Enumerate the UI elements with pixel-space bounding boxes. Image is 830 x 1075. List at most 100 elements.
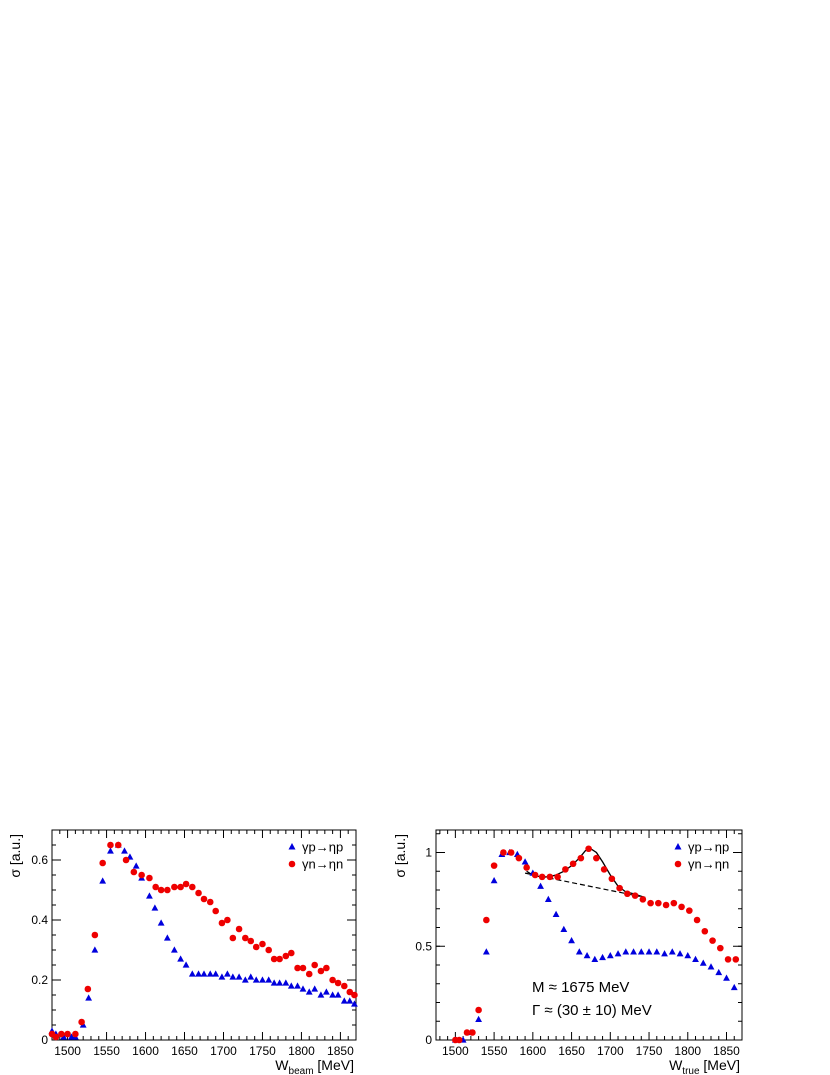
data-point-triangle — [475, 1015, 483, 1022]
data-point-triangle — [676, 950, 684, 957]
legend-label: γp→ηp — [302, 840, 343, 855]
data-point-circle — [282, 952, 290, 960]
data-point-triangle — [552, 910, 560, 917]
data-point-circle — [107, 841, 114, 849]
data-point-circle — [164, 886, 171, 894]
chart-panel-left: 1500 1550 1600 1650 1700 1750 1800 1850 0 0.2 0.4 0… — [7, 829, 358, 1075]
data-point-triangle — [637, 948, 645, 955]
data-point-triangle — [282, 979, 290, 986]
legend-marker-circle — [674, 860, 682, 868]
y-axis-label: σ [a.u.] — [392, 834, 408, 878]
x-axis-label: Wbeam [MeV] — [275, 1057, 354, 1075]
data-point-circle — [631, 892, 639, 899]
data-point-circle — [329, 976, 336, 984]
x-tick-label: 1550 — [93, 1044, 120, 1058]
data-point-triangle — [206, 970, 214, 977]
data-point-circle — [72, 1030, 79, 1038]
data-point-triangle — [177, 955, 185, 962]
data-point-triangle — [265, 976, 273, 983]
fit-curve — [526, 848, 646, 899]
data-point-circle — [538, 873, 546, 881]
data-point-circle — [146, 874, 153, 882]
data-point-circle — [569, 860, 577, 868]
y-tick-label: 0.5 — [415, 939, 432, 953]
x-tick-label: 1750 — [249, 1044, 276, 1058]
data-point-triangle — [241, 976, 249, 983]
y-tick-label: 1 — [425, 846, 432, 860]
data-point-triangle — [482, 948, 490, 955]
data-point-triangle — [723, 974, 730, 981]
data-point-circle — [334, 979, 342, 987]
data-point-triangle — [668, 948, 676, 955]
data-point-triangle — [329, 991, 337, 998]
data-point-circle — [341, 982, 348, 990]
data-point-circle — [600, 866, 608, 873]
data-point-circle — [670, 899, 678, 907]
data-point-triangle — [287, 982, 295, 989]
data-point-circle — [157, 886, 165, 894]
data-point-circle — [639, 896, 647, 903]
data-point-circle — [235, 925, 243, 933]
data-point-triangle — [60, 1033, 68, 1040]
data-point-triangle — [653, 948, 661, 955]
data-point-triangle — [132, 862, 140, 869]
legend-marker-triangle — [288, 843, 296, 850]
data-point-circle — [709, 937, 716, 944]
data-point-triangle — [259, 976, 266, 983]
data-point-circle — [693, 916, 701, 924]
data-point-circle — [616, 884, 623, 892]
data-point-circle — [317, 967, 325, 975]
annotation-text: M ≈ 1675 MeV — [532, 979, 629, 996]
data-point-triangle — [322, 988, 330, 995]
data-point-circle — [200, 895, 208, 903]
data-point-circle — [323, 964, 330, 972]
data-point-circle — [224, 916, 231, 924]
data-point-circle — [58, 1030, 65, 1038]
data-point-circle — [475, 1006, 482, 1014]
x-tick-label: 1550 — [481, 1044, 508, 1058]
data-point-circle — [252, 943, 260, 951]
data-point-circle — [305, 970, 313, 978]
data-point-triangle — [223, 970, 231, 977]
plot-frame — [435, 829, 743, 1041]
data-point-triangle — [91, 946, 99, 953]
data-point-triangle — [182, 961, 190, 968]
data-point-triangle — [200, 970, 208, 977]
y-tick-label: 0 — [41, 1033, 48, 1047]
data-point-triangle — [614, 950, 622, 957]
data-point-circle — [500, 849, 507, 856]
data-point-circle — [189, 883, 196, 891]
data-point-triangle — [188, 970, 196, 977]
data-point-triangle — [622, 948, 630, 955]
data-point-circle — [299, 964, 307, 972]
x-tick-label: 1650 — [171, 1044, 198, 1058]
data-point-circle — [655, 899, 662, 907]
data-point-triangle — [151, 904, 159, 911]
data-point-triangle — [334, 991, 342, 998]
data-point-circle — [531, 871, 539, 879]
data-point-triangle — [707, 963, 715, 970]
data-point-circle — [346, 988, 354, 996]
data-point-triangle — [170, 946, 178, 953]
data-point-triangle — [583, 952, 591, 959]
data-point-triangle — [715, 968, 723, 976]
data-point-triangle — [630, 948, 637, 955]
x-tick-label: 1800 — [674, 1044, 701, 1058]
data-point-circle — [64, 1030, 71, 1038]
x-tick-label: 1600 — [519, 1044, 546, 1058]
data-point-triangle — [730, 983, 738, 991]
data-point-triangle — [195, 970, 202, 977]
y-tick-label: 0.6 — [31, 853, 48, 867]
data-point-circle — [717, 944, 724, 952]
data-point-triangle — [163, 934, 171, 941]
data-point-circle — [678, 903, 685, 911]
data-point-triangle — [299, 985, 307, 992]
x-tick-label: 1850 — [713, 1044, 740, 1058]
legend-label: γn→ηn — [302, 857, 343, 872]
data-point-circle — [490, 862, 498, 869]
data-point-circle — [114, 841, 122, 849]
data-point-triangle — [560, 925, 568, 932]
data-point-circle — [483, 916, 490, 924]
x-tick-label: 1700 — [210, 1044, 237, 1058]
data-point-triangle — [490, 877, 498, 884]
